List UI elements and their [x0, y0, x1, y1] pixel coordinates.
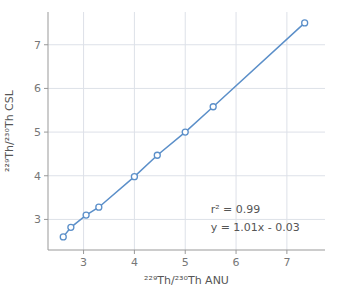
x-tick-label: 4	[131, 256, 138, 269]
y-tick-label: 5	[34, 126, 41, 139]
y-tick-label: 7	[34, 39, 41, 52]
y-grid-line	[48, 219, 325, 220]
x-tick-label: 6	[233, 256, 240, 269]
point	[210, 104, 216, 110]
point	[131, 174, 137, 180]
x-tick	[185, 250, 186, 254]
x-tick-label: 5	[182, 256, 189, 269]
x-tick-label: 7	[283, 256, 290, 269]
y-tick-label: 6	[34, 82, 41, 95]
y-tick	[44, 88, 48, 89]
y-grid-line	[48, 88, 325, 89]
plot-area	[60, 20, 307, 240]
point	[68, 224, 74, 230]
y-grid-line	[48, 175, 325, 176]
x-tick	[236, 250, 237, 254]
x-tick-label: 3	[80, 256, 87, 269]
y-tick	[44, 219, 48, 220]
annotation: y = 1.01x - 0.03	[211, 221, 300, 234]
point	[302, 20, 308, 26]
x-tick	[83, 250, 84, 254]
line	[63, 23, 304, 237]
y-tick	[44, 175, 48, 176]
y-grid-line	[48, 44, 325, 45]
x-axis-line	[48, 250, 325, 251]
grid	[48, 12, 325, 250]
y-axis-title: ²²⁹Th/²³⁰Th CSL	[3, 89, 16, 172]
x-grid-line	[134, 12, 135, 250]
annotation: r² = 0.99	[211, 203, 261, 216]
point	[96, 204, 102, 210]
y-axis-line	[48, 12, 49, 250]
point	[154, 152, 160, 158]
y-tick-label: 4	[34, 170, 41, 183]
y-tick	[44, 132, 48, 133]
point	[83, 212, 89, 218]
point	[60, 234, 66, 240]
x-grid-line	[286, 12, 287, 250]
y-tick	[44, 44, 48, 45]
chart: 3 4 5 6 7 3 4 5 6 7 ²²⁹Th/²³⁰Th ANU ²²⁹Th/²³⁰Th CSL…	[0, 0, 337, 290]
x-tick	[286, 250, 287, 254]
x-axis-title: ²²⁹Th/²³⁰Th ANU	[144, 274, 229, 287]
y-tick-label: 3	[34, 213, 41, 226]
point	[182, 129, 188, 135]
x-tick	[134, 250, 135, 254]
